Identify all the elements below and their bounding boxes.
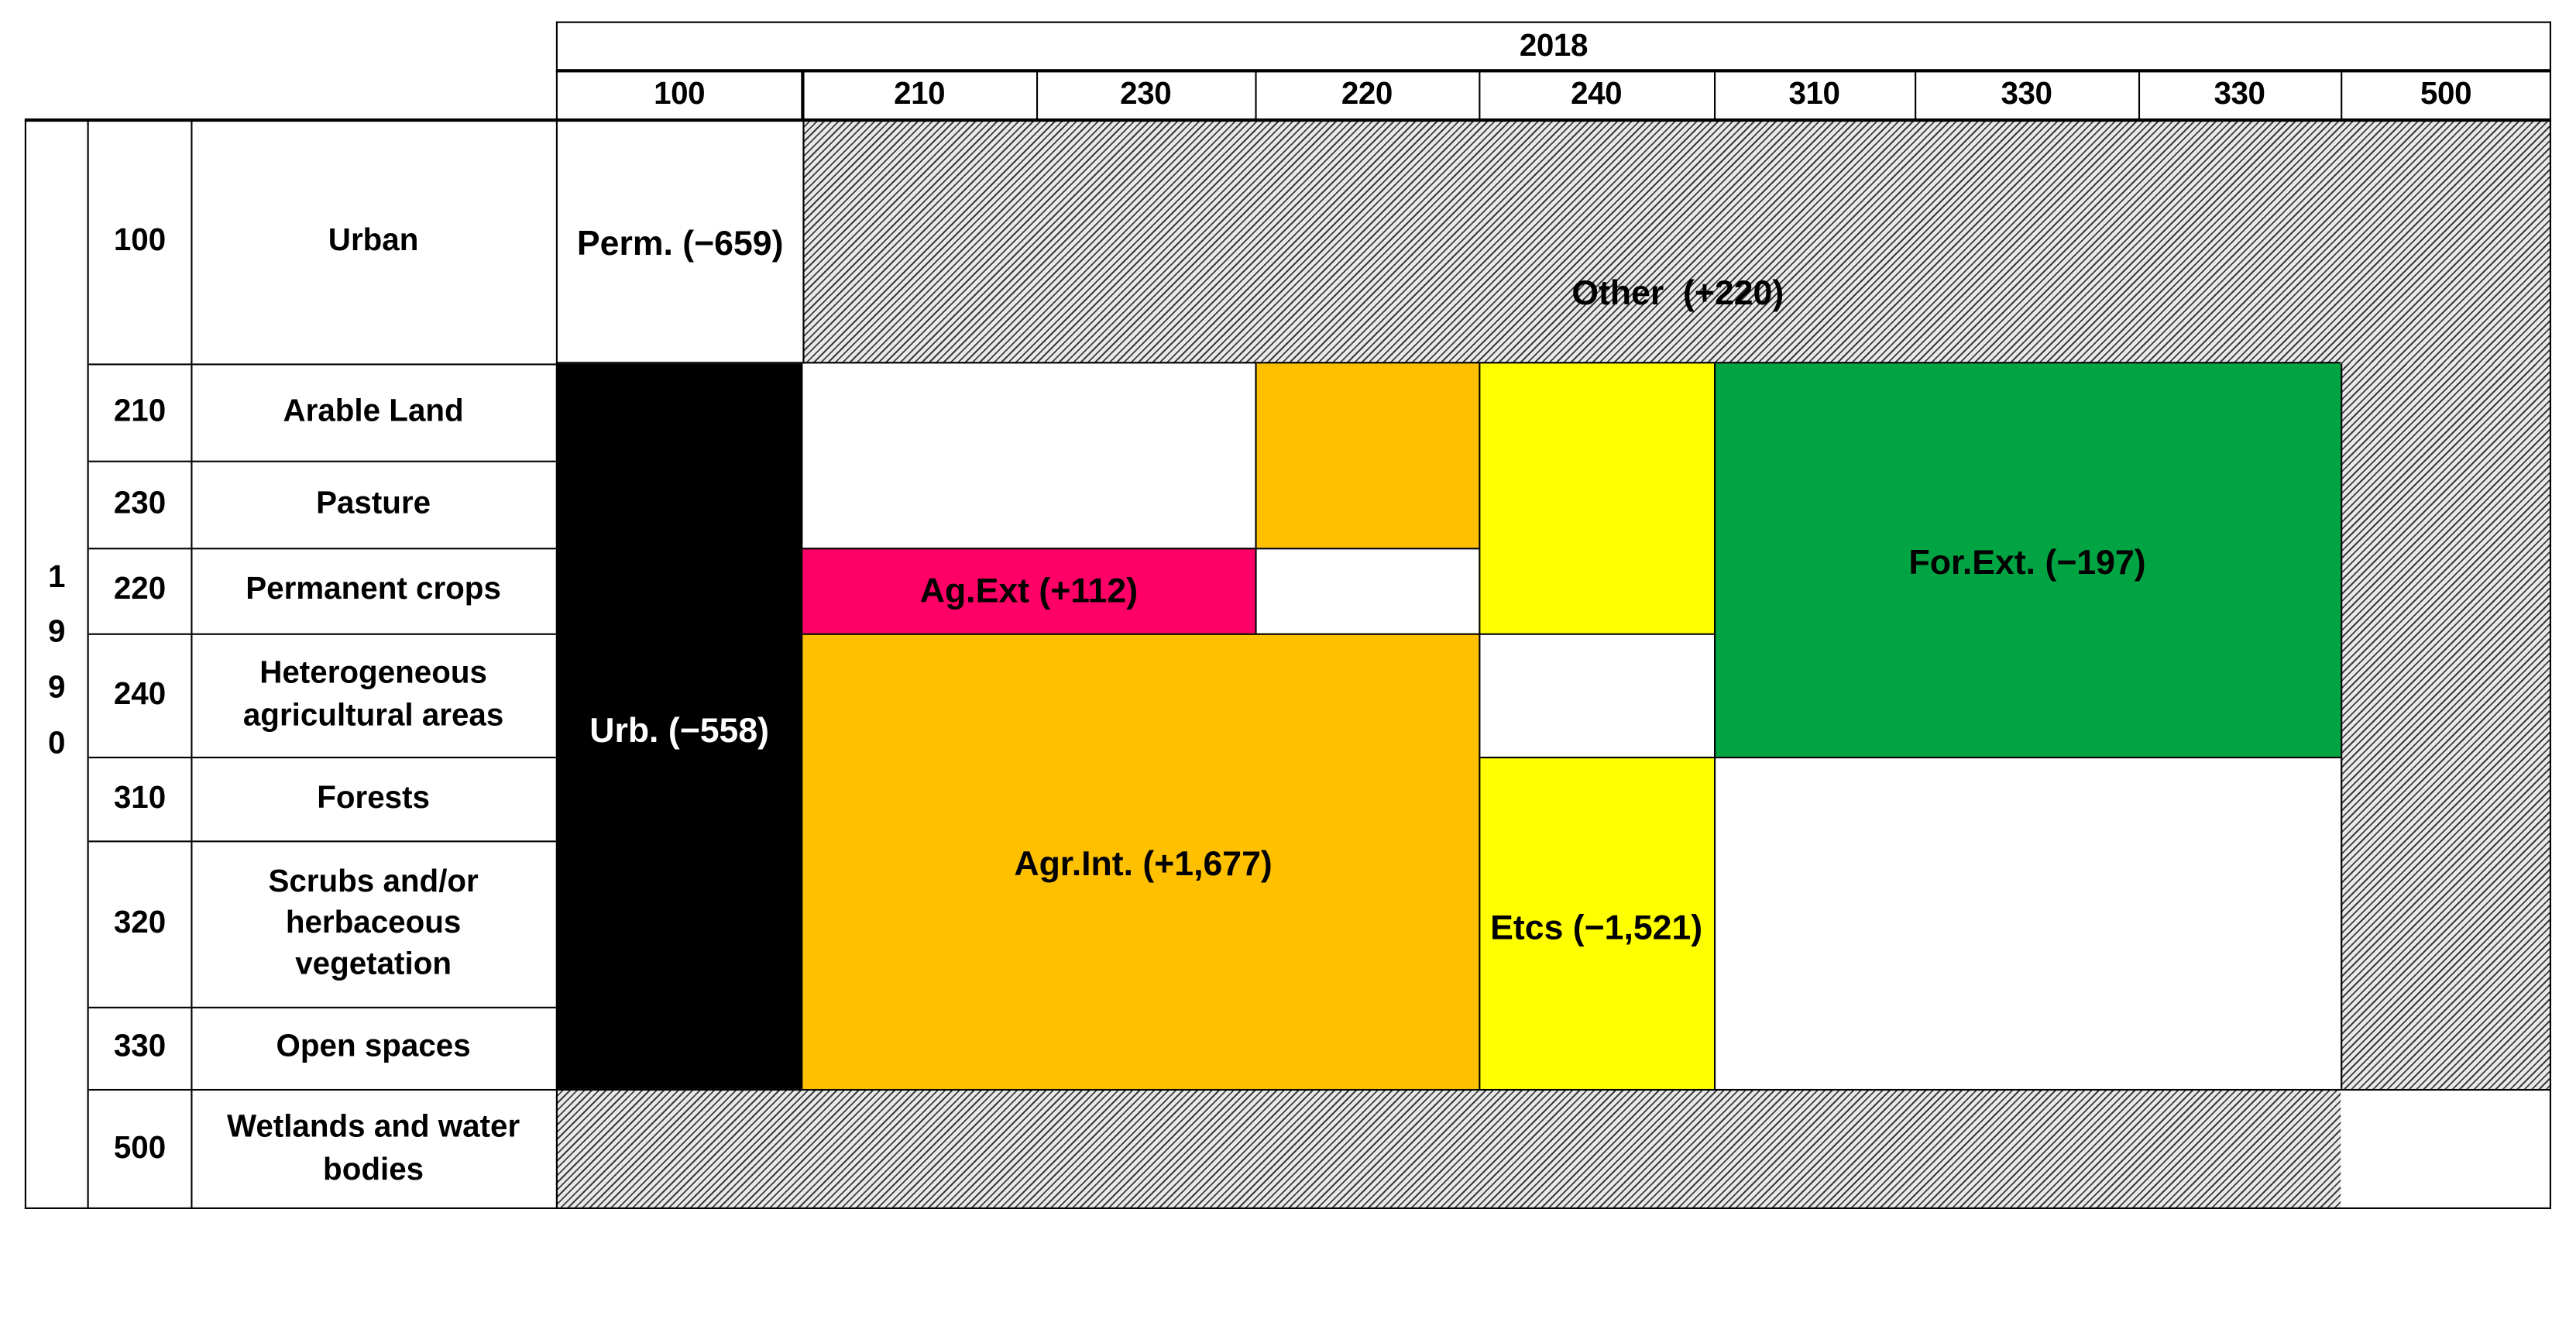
year-2018-header: 2018 xyxy=(1519,29,1588,64)
grid-line xyxy=(1036,70,1039,121)
row-code: 310 xyxy=(113,781,167,816)
grid-line xyxy=(555,120,558,1209)
grid-line xyxy=(88,1088,556,1091)
grid-line xyxy=(555,21,2552,23)
other-region-bottom xyxy=(555,1088,2341,1209)
row-code: 500 xyxy=(113,1131,167,1166)
col-header: 210 xyxy=(894,77,946,113)
grid-line xyxy=(801,70,805,121)
grid-line xyxy=(1255,363,1257,634)
col-header: 100 xyxy=(654,77,706,113)
row-name: Heterogeneous agricultural areas xyxy=(242,656,504,733)
year-1990-digit: 9 xyxy=(48,616,66,651)
year-1990-digit: 1 xyxy=(48,561,66,596)
row-code: 230 xyxy=(113,486,167,521)
other-label: Other (+220) xyxy=(1571,274,1784,313)
grid-line xyxy=(555,1088,2341,1091)
ag-ext-label: Ag.Ext (+112) xyxy=(919,572,1139,610)
grid-line xyxy=(88,363,556,366)
grid-line xyxy=(88,840,556,843)
agr-int-region-top xyxy=(1255,363,1479,548)
grid-line xyxy=(1479,70,1481,121)
year-1990-digit: 9 xyxy=(48,672,66,706)
grid-line xyxy=(1915,70,1917,121)
grid-line xyxy=(1713,363,1716,1089)
row-name: Open spaces xyxy=(276,1030,471,1065)
grid-line xyxy=(88,1006,556,1008)
grid-line xyxy=(2549,21,2552,1209)
urb-region xyxy=(555,363,803,1089)
col-header: 500 xyxy=(2420,77,2472,113)
agr-int-label: Agr.Int. (+1,677) xyxy=(1014,845,1273,884)
grid-line xyxy=(555,69,2552,73)
row-code: 320 xyxy=(113,905,167,941)
grid-line xyxy=(191,120,193,1209)
row-name: Urban xyxy=(328,224,419,259)
row-code: 330 xyxy=(113,1030,167,1065)
grid-line xyxy=(1713,70,1716,121)
col-header: 310 xyxy=(1788,77,1840,113)
grid-line xyxy=(88,460,556,462)
ag-ext-region xyxy=(802,548,1255,634)
grid-line xyxy=(24,1207,2552,1209)
grid-line xyxy=(802,548,1479,550)
for-ext-region xyxy=(1713,363,2341,757)
row-code: 220 xyxy=(113,572,167,608)
col-header: 330 xyxy=(2001,77,2052,113)
grid-line xyxy=(1479,363,1481,1089)
grid-line xyxy=(555,362,2341,364)
grid-line xyxy=(2341,1088,2552,1091)
grid-line xyxy=(555,21,558,121)
grid-line xyxy=(24,120,26,1209)
col-header: 330 xyxy=(2214,77,2265,113)
row-name: Permanent crops xyxy=(246,572,501,608)
grid-line xyxy=(88,633,556,635)
etcs-label: Etcs (−1,521) xyxy=(1490,909,1703,948)
year-1990-digit: 0 xyxy=(48,727,66,763)
row-name: Wetlands and water bodies xyxy=(226,1111,520,1187)
grid-line xyxy=(87,120,89,1209)
etcs-region-bottom xyxy=(1479,756,1714,1089)
grid-line xyxy=(2138,70,2141,121)
etcs-region-top xyxy=(1479,363,1714,634)
grid-line xyxy=(88,756,556,759)
row-name: Pasture xyxy=(316,486,431,521)
agr-int-region-main xyxy=(802,633,1479,1089)
grid-line xyxy=(88,548,556,550)
perm-label: Perm. (−659) xyxy=(576,225,784,263)
grid-line xyxy=(802,120,805,364)
grid-line xyxy=(24,118,2552,122)
grid-line xyxy=(2341,70,2343,121)
row-name: Forests xyxy=(317,781,430,816)
row-name: Arable Land xyxy=(283,394,464,430)
grid-line xyxy=(802,633,1714,635)
col-header: 230 xyxy=(1120,77,1172,113)
grid-line xyxy=(1479,756,2341,759)
other-region-right xyxy=(2341,363,2552,1089)
col-header: 220 xyxy=(1341,77,1393,113)
row-code: 100 xyxy=(113,224,167,259)
row-code: 210 xyxy=(113,394,167,430)
grid-line xyxy=(1255,70,1257,121)
col-header: 240 xyxy=(1571,77,1623,113)
row-name: Scrubs and/or herbaceous vegetation xyxy=(268,864,479,983)
row-code: 240 xyxy=(113,677,167,713)
other-region-top xyxy=(802,120,2552,364)
for-ext-label: For.Ext. (−197) xyxy=(1908,544,2146,582)
grid-line xyxy=(2341,363,2343,1089)
urb-label: Urb. (−558) xyxy=(589,712,770,751)
